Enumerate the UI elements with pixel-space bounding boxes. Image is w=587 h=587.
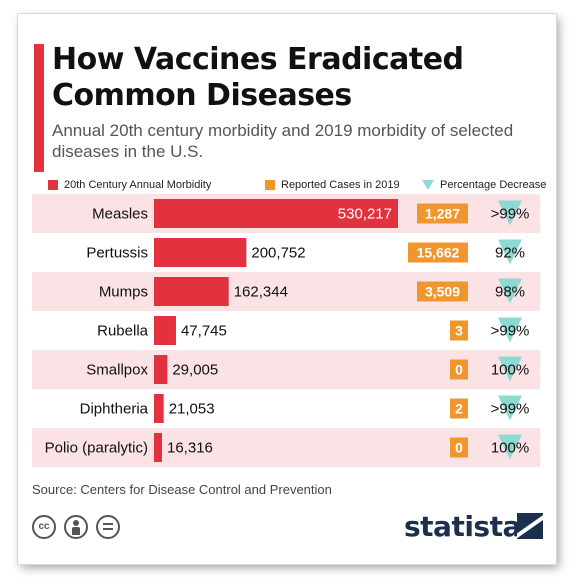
- percentage-decrease-label: 98%: [495, 284, 525, 301]
- percentage-decrease-triangle: [498, 200, 522, 226]
- percentage-decrease-triangle: [498, 395, 522, 421]
- category-label: Mumps: [99, 284, 148, 301]
- percentage-decrease-triangle: [498, 356, 522, 382]
- chart-subtitle: Annual 20th century morbidity and 2019 m…: [52, 121, 514, 161]
- legend: 20th Century Annual Morbidity Reported C…: [40, 179, 550, 195]
- percentage-decrease-label: 92%: [495, 245, 525, 262]
- chart-title: How Vaccines Eradicated Common Diseases: [52, 42, 464, 113]
- cases-value-label: 15,662: [417, 245, 460, 261]
- cases-box: [450, 398, 468, 419]
- cases-box: [408, 242, 468, 263]
- cases-value-label: 0: [455, 362, 463, 378]
- cases-box: [417, 281, 468, 302]
- morbidity-bar: [154, 277, 229, 306]
- morbidity-value-label: 530,217: [338, 206, 392, 223]
- category-label: Measles: [92, 206, 148, 223]
- morbidity-bar: [154, 355, 168, 384]
- source-note: Source: Centers for Disease Control and …: [32, 482, 332, 497]
- category-label: Rubella: [97, 323, 149, 340]
- equals-line-bottom: [103, 528, 113, 530]
- category-label: Pertussis: [86, 245, 148, 262]
- percentage-decrease-label: 100%: [491, 362, 529, 379]
- cases-box: [450, 320, 468, 341]
- cases-value-label: 3,509: [425, 284, 460, 300]
- person-head: [73, 520, 79, 526]
- percentage-decrease-label: >99%: [491, 206, 530, 223]
- no-derivatives-icon[interactable]: [96, 515, 120, 539]
- legend-label: Percentage Decrease: [440, 179, 547, 191]
- percentage-decrease-triangle: [498, 434, 522, 460]
- morbidity-bar: [154, 433, 162, 462]
- title-accent-bar: [34, 44, 44, 172]
- cases-value-label: 3: [455, 323, 463, 339]
- logo-cut: [517, 513, 543, 539]
- infographic-card: How Vaccines Eradicated Common Diseases …: [18, 14, 556, 564]
- cc-text: cc: [38, 521, 50, 532]
- morbidity-value-label: 29,005: [172, 362, 218, 379]
- legend-swatch-orange: [265, 180, 275, 190]
- percentage-decrease-label: >99%: [491, 323, 530, 340]
- percentage-decrease-triangle: [498, 239, 522, 265]
- percentage-decrease-triangle: [498, 278, 522, 304]
- morbidity-bar: [154, 199, 398, 228]
- morbidity-value-label: 162,344: [234, 284, 288, 301]
- category-label: Diphtheria: [80, 401, 149, 418]
- morbidity-bar: [154, 238, 247, 267]
- legend-label: Reported Cases in 2019: [281, 179, 400, 191]
- creative-commons-icon[interactable]: cc: [32, 515, 56, 539]
- morbidity-bar: [154, 316, 176, 345]
- bar-chart: Measles 530,217 1,287 >99% Pertussis 200,752 1…: [32, 194, 540, 467]
- statista-logo-text[interactable]: statista: [404, 510, 521, 543]
- cases-value-label: 2: [455, 401, 463, 417]
- cases-value-label: 0: [455, 440, 463, 456]
- morbidity-value-label: 200,752: [251, 245, 305, 262]
- equals-line-top: [103, 523, 113, 525]
- legend-triangle-icon: [422, 180, 434, 190]
- morbidity-value-label: 16,316: [167, 440, 213, 457]
- legend-item-decrease: Percentage Decrease: [422, 179, 546, 191]
- attribution-icon[interactable]: [64, 515, 88, 539]
- morbidity-value-label: 47,745: [181, 323, 227, 340]
- legend-item-cases: Reported Cases in 2019: [265, 179, 400, 191]
- percentage-decrease-triangle: [498, 317, 522, 343]
- statista-logo-icon[interactable]: [517, 513, 543, 539]
- cases-box: [450, 437, 468, 458]
- morbidity-bar: [154, 394, 164, 423]
- cases-box: [450, 359, 468, 380]
- legend-swatch-red: [48, 180, 58, 190]
- legend-label: 20th Century Annual Morbidity: [64, 179, 212, 191]
- cases-box: [417, 203, 468, 224]
- legend-item-morbidity: 20th Century Annual Morbidity: [48, 179, 211, 191]
- cases-value-label: 1,287: [425, 206, 460, 222]
- person-body: [72, 527, 80, 535]
- morbidity-value-label: 21,053: [169, 401, 215, 418]
- category-label: Smallpox: [86, 362, 148, 379]
- percentage-decrease-label: 100%: [491, 440, 529, 457]
- percentage-decrease-label: >99%: [491, 401, 530, 418]
- category-label: Polio (paralytic): [45, 440, 148, 457]
